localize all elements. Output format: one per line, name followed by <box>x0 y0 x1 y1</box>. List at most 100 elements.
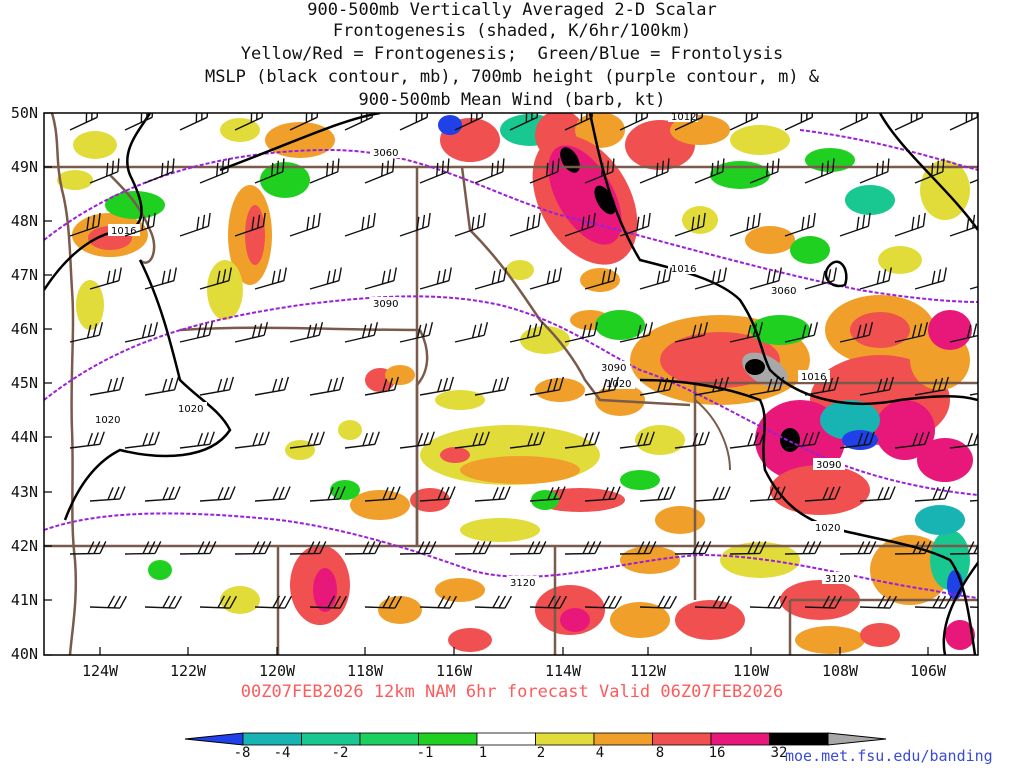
wind-barb <box>564 212 596 237</box>
wind-barb <box>124 212 156 237</box>
mslp-label: 1016 <box>801 372 826 383</box>
colorbar-swatch <box>359 732 419 746</box>
wind-barb <box>179 113 209 131</box>
wind-barb <box>584 595 623 609</box>
wind-barb <box>949 113 978 131</box>
colorbar-swatch <box>652 732 712 746</box>
wind-barb <box>234 212 266 237</box>
forecast-valid-line: 00Z07FEB2026 12km NAM 6hr forecast Valid… <box>240 682 784 702</box>
wind-barb <box>289 541 327 555</box>
mslp-label: 1012 <box>671 112 696 123</box>
colorbar-label: 4 <box>595 745 605 761</box>
wind-barb <box>639 486 676 502</box>
wind-barb <box>364 158 395 184</box>
wind-barb <box>399 212 431 237</box>
wind-barb <box>784 431 820 449</box>
lon-label: 108W <box>821 662 859 680</box>
wind-barb <box>839 322 874 343</box>
wind-barb <box>694 486 731 502</box>
wind-barb <box>729 113 759 131</box>
lat-label: 47N <box>10 266 38 284</box>
lon-label: 110W <box>732 662 770 680</box>
wind-barb <box>179 212 211 237</box>
wind-barb <box>419 486 456 502</box>
mslp-label: 1016 <box>671 264 696 275</box>
wind-barb <box>894 541 932 555</box>
wind-barb <box>399 322 434 343</box>
height-label: 3090 <box>816 460 841 471</box>
wind-barb <box>289 322 324 343</box>
wind-barb <box>914 595 953 609</box>
wind-barb <box>69 212 101 237</box>
wind-barb <box>289 431 325 449</box>
colorbar-label: 32 <box>770 745 788 761</box>
wind-barb <box>254 158 285 184</box>
wind-barb <box>234 541 272 555</box>
wind-barb <box>199 486 236 502</box>
wind-barb <box>344 113 374 131</box>
mslp-label: 1020 <box>95 415 120 426</box>
wind-barb <box>289 113 319 131</box>
lon-label: 120W <box>258 662 296 680</box>
wind-barb <box>729 322 764 343</box>
colorbar-swatch <box>476 732 536 746</box>
wind-barb <box>564 431 600 449</box>
wind-barb <box>859 376 895 396</box>
colorbar-label: 1 <box>478 745 488 761</box>
height-label: 3060 <box>373 148 398 159</box>
wind-barb <box>859 595 898 609</box>
wind-barb <box>454 322 489 343</box>
mslp-label: 1020 <box>815 523 840 534</box>
wind-barb <box>694 595 733 609</box>
wind-barb <box>474 376 510 396</box>
wind-barb <box>729 431 765 449</box>
title-line-4: MSLP (black contour, mb), 700mb height (… <box>204 67 820 87</box>
wind-barb <box>344 322 379 343</box>
wind-barb <box>859 158 890 184</box>
lat-label: 50N <box>10 104 38 122</box>
colorbar-swatch <box>418 732 478 746</box>
wind-barb <box>694 376 730 396</box>
wind-barb <box>399 431 435 449</box>
wind-barb <box>804 267 837 290</box>
lat-label: 49N <box>10 158 38 176</box>
title-line-2: Frontogenesis (shaded, K/6hr/100km) <box>332 21 692 41</box>
wind-barb <box>509 113 539 131</box>
wind-barb <box>694 267 727 290</box>
wind-barb <box>729 541 767 555</box>
wind-barb <box>694 158 725 184</box>
lon-label: 124W <box>81 662 119 680</box>
wind-barb <box>784 322 819 343</box>
colorbar-label: -8 <box>233 745 251 761</box>
wind-barb <box>419 158 450 184</box>
wind-barb <box>749 376 785 396</box>
lat-label: 48N <box>10 212 38 230</box>
wind-barb <box>529 595 568 609</box>
wind-barb <box>124 541 162 555</box>
wind-barb <box>949 212 978 237</box>
height-label: 3090 <box>601 363 626 374</box>
colorbar-swatch <box>242 732 302 746</box>
wind-barb <box>639 595 678 609</box>
title-line-3: Yellow/Red = Frontogenesis; Green/Blue =… <box>240 44 784 64</box>
wind-barb <box>674 212 706 237</box>
wind-barb <box>234 431 270 449</box>
wind-barb <box>509 212 541 237</box>
wind-barb <box>474 267 507 290</box>
wind-barb <box>529 158 560 184</box>
lat-label: 40N <box>10 645 38 663</box>
wind-barb <box>309 267 342 290</box>
colorbar-swatch <box>535 732 595 746</box>
wind-barb <box>179 431 215 449</box>
map-frame <box>43 112 979 656</box>
wind-barb <box>839 212 871 237</box>
colorbar-swatch <box>301 732 361 746</box>
credit-link[interactable]: moe.met.fsu.edu/banding <box>785 747 993 765</box>
wind-barb <box>949 541 978 555</box>
wind-barb <box>69 113 99 131</box>
lat-label: 43N <box>10 483 38 501</box>
wind-barb <box>144 267 177 290</box>
wind-barb <box>564 322 599 343</box>
wind-barb <box>639 158 670 184</box>
